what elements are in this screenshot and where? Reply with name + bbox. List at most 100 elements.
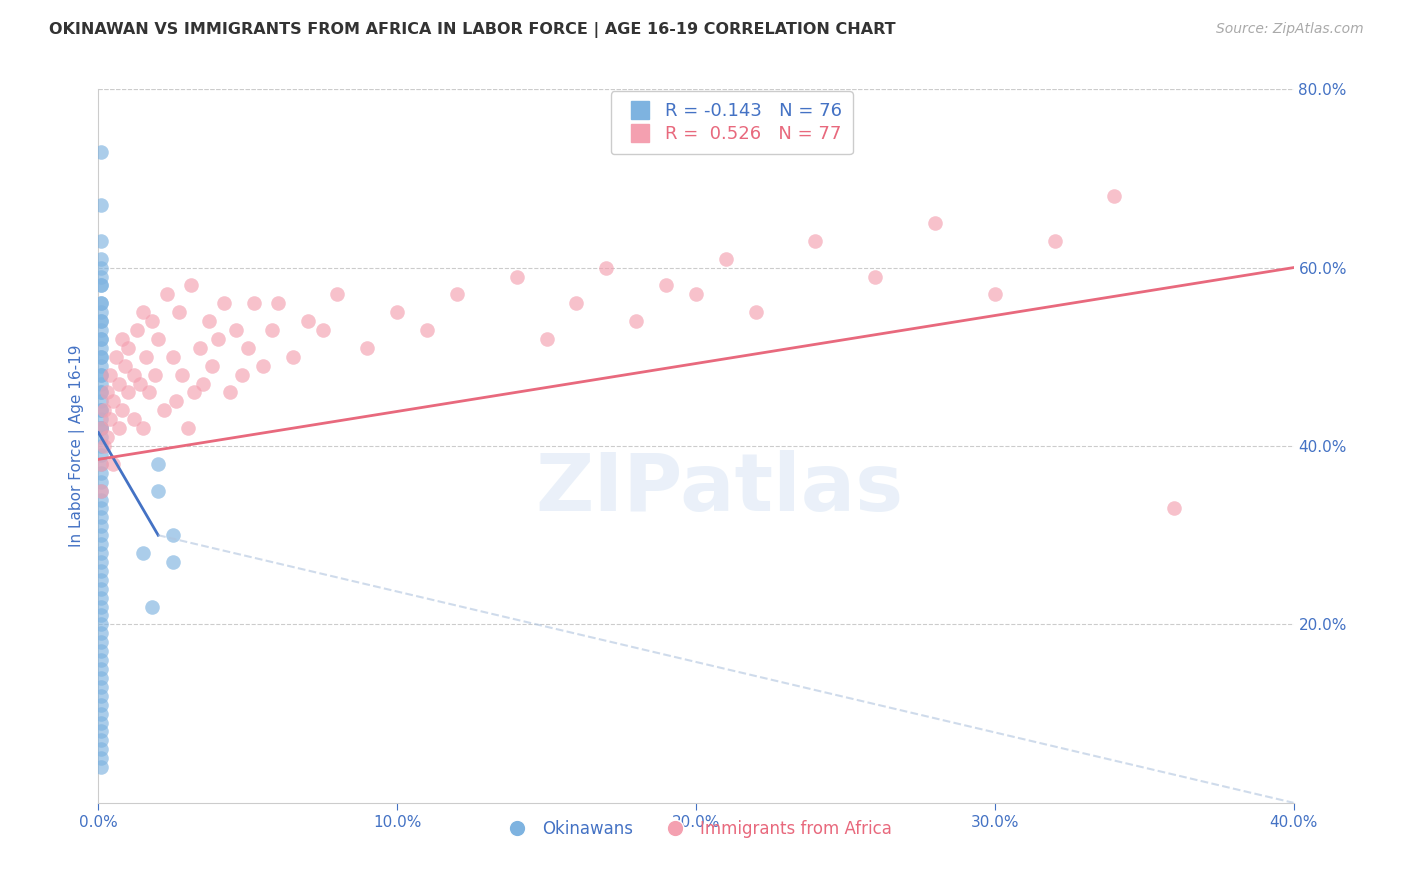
Point (90, 332, 112, 346)
Point (90, 599, 112, 614)
Point (260, 323, 283, 337)
Point (1104, 189, 1126, 203)
Point (90, 314, 112, 328)
Point (685, 287, 707, 301)
Point (90, 733, 112, 747)
Point (90, 439, 112, 453)
Point (1043, 234, 1066, 248)
Point (96, 385, 118, 400)
Point (90, 626, 112, 640)
Point (225, 323, 247, 337)
Point (385, 305, 409, 319)
Point (177, 421, 200, 435)
Point (141, 314, 163, 328)
Point (90, 403, 112, 417)
Point (90, 528, 112, 542)
Point (90, 724, 112, 739)
Point (138, 385, 160, 400)
Point (297, 314, 319, 328)
Point (90, 706, 112, 721)
Point (90, 421, 112, 435)
Point (90, 635, 112, 649)
Point (90, 501, 112, 516)
Point (281, 350, 304, 364)
Point (90, 475, 112, 489)
Point (207, 332, 229, 346)
Point (96, 430, 118, 444)
Point (90, 457, 112, 471)
Point (167, 305, 190, 319)
Point (311, 323, 333, 337)
Point (90, 278, 112, 293)
Point (148, 332, 170, 346)
Text: OKINAWAN VS IMMIGRANTS FROM AFRICA IN LABOR FORCE | AGE 16-19 CORRELATION CHART: OKINAWAN VS IMMIGRANTS FROM AFRICA IN LA… (49, 22, 896, 38)
Point (165, 394, 187, 409)
Point (90, 760, 112, 774)
Point (90, 698, 112, 712)
Point (103, 394, 125, 409)
Point (655, 278, 678, 293)
Point (148, 457, 170, 471)
Point (103, 457, 125, 471)
Point (198, 314, 221, 328)
Point (105, 350, 128, 364)
Point (90, 412, 112, 426)
Point (1163, 501, 1185, 516)
Point (90, 296, 112, 310)
Point (156, 287, 179, 301)
Point (714, 252, 737, 266)
Point (183, 385, 205, 400)
Point (90, 260, 112, 275)
Point (326, 287, 349, 301)
Legend: Okinawans, Immigrants from Africa: Okinawans, Immigrants from Africa (494, 814, 898, 845)
Point (90, 376, 112, 391)
Point (90, 751, 112, 765)
Point (90, 591, 112, 605)
Point (90, 359, 112, 373)
Point (90, 403, 112, 417)
Point (212, 296, 235, 310)
Point (90, 350, 112, 364)
Point (108, 421, 131, 435)
Point (93, 439, 115, 453)
Point (90, 332, 112, 346)
Point (188, 341, 211, 355)
Point (90, 448, 112, 462)
Point (924, 216, 946, 230)
Point (90, 198, 112, 212)
Point (117, 385, 139, 400)
Point (141, 599, 163, 614)
Point (111, 403, 134, 417)
Point (90, 715, 112, 730)
Point (132, 305, 155, 319)
Point (90, 314, 112, 328)
Point (90, 368, 112, 382)
Point (90, 421, 112, 435)
Point (90, 546, 112, 560)
Point (356, 341, 378, 355)
Point (90, 145, 112, 159)
Text: ZIPatlas: ZIPatlas (536, 450, 904, 528)
Point (90, 350, 112, 364)
Point (236, 341, 259, 355)
Point (201, 359, 224, 373)
Point (745, 305, 768, 319)
Point (124, 368, 146, 382)
Point (90, 483, 112, 498)
Point (90, 582, 112, 596)
Point (180, 278, 202, 293)
Point (90, 252, 112, 266)
Y-axis label: In Labor Force | Age 16-19: In Labor Force | Age 16-19 (69, 344, 84, 548)
Point (90, 394, 112, 409)
Point (162, 528, 184, 542)
Point (129, 376, 152, 391)
Point (90, 680, 112, 694)
Point (117, 341, 139, 355)
Point (90, 608, 112, 623)
Point (536, 332, 558, 346)
Point (252, 359, 274, 373)
Point (108, 376, 131, 391)
Point (90, 555, 112, 569)
Point (172, 368, 194, 382)
Point (90, 341, 112, 355)
